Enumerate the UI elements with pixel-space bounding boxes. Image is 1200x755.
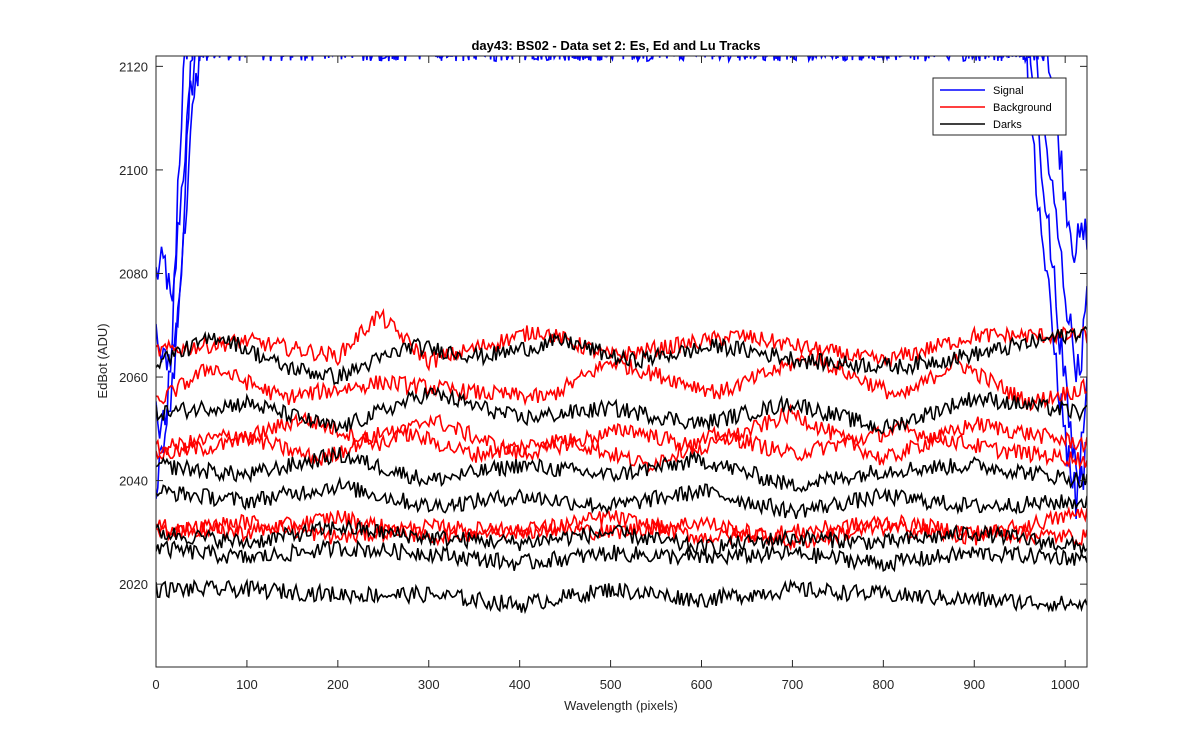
x-tick-label: 400 xyxy=(509,677,531,692)
legend-label-signal: Signal xyxy=(993,85,1024,97)
x-tick-label: 900 xyxy=(963,677,985,692)
axes: 0 100 200 300 400 500 600 700 800 900 1000 2020 2040… xyxy=(119,55,1088,692)
series-background-track-4 xyxy=(156,420,1087,473)
series-signal-track-2 xyxy=(156,56,1087,383)
y-tick-label: 2020 xyxy=(119,577,148,592)
series-darks-track-3 xyxy=(156,446,1087,493)
y-tick-label: 2100 xyxy=(119,163,148,178)
series-darks-track-5 xyxy=(156,519,1087,556)
legend-label-darks: Darks xyxy=(993,119,1022,131)
x-tick-label: 600 xyxy=(691,677,713,692)
axes-box xyxy=(155,55,1088,668)
y-tick-label: 2060 xyxy=(119,370,148,385)
legend-label-background: Background xyxy=(993,102,1052,114)
y-tick-label: 2120 xyxy=(119,59,148,74)
x-tick-label: 500 xyxy=(600,677,622,692)
y-axis-label: EdBot (ADU) xyxy=(95,323,110,398)
series-darks-track-4 xyxy=(156,476,1087,520)
legend: Signal Background Darks xyxy=(932,77,1067,136)
series-darks-track-7 xyxy=(156,578,1087,615)
series-darks-track-6 xyxy=(156,538,1087,573)
x-tick-label: 100 xyxy=(236,677,258,692)
series-background-track-3 xyxy=(156,403,1087,466)
series-darks-track-1 xyxy=(156,325,1087,386)
series-darks-track-2 xyxy=(156,386,1087,435)
chart-title: day43: BS02 - Data set 2: Es, Ed and Lu … xyxy=(471,38,760,53)
x-tick-label: 700 xyxy=(782,677,804,692)
x-tick-label: 0 xyxy=(152,677,159,692)
y-tick-label: 2080 xyxy=(119,266,148,281)
x-tick-label: 300 xyxy=(418,677,440,692)
x-tick-label: 200 xyxy=(327,677,349,692)
x-tick-label: 1000 xyxy=(1051,677,1080,692)
y-tick-label: 2040 xyxy=(119,474,148,489)
plot-area xyxy=(156,56,1087,615)
x-axis-label: Wavelength (pixels) xyxy=(564,698,678,713)
x-tick-label: 800 xyxy=(872,677,894,692)
series-signal-track-1 xyxy=(156,56,1087,302)
